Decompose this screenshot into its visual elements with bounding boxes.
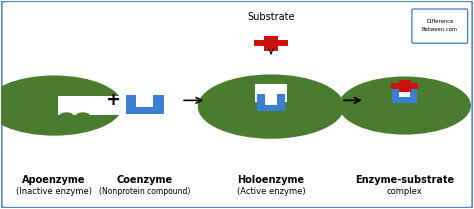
Bar: [153, 95, 164, 114]
Circle shape: [0, 75, 123, 136]
Bar: [392, 97, 417, 103]
Text: Holoenzyme: Holoenzyme: [237, 175, 305, 185]
Bar: [137, 94, 154, 107]
Bar: [264, 36, 278, 51]
Bar: [255, 40, 288, 46]
Bar: [57, 96, 128, 115]
Bar: [126, 103, 164, 114]
Bar: [265, 93, 277, 104]
Bar: [391, 83, 419, 89]
Bar: [276, 94, 285, 111]
Text: Coenzyme: Coenzyme: [117, 175, 173, 185]
Text: +: +: [105, 91, 120, 109]
Bar: [255, 84, 287, 102]
Bar: [126, 95, 137, 114]
Text: complex: complex: [387, 187, 423, 196]
Text: (Nonprotein compound): (Nonprotein compound): [99, 187, 191, 196]
Bar: [410, 89, 417, 103]
Text: Enzyme-substrate: Enzyme-substrate: [355, 175, 455, 185]
Text: Apoenzyme: Apoenzyme: [22, 175, 86, 185]
Bar: [257, 94, 265, 111]
Bar: [257, 102, 285, 111]
Circle shape: [198, 74, 344, 139]
Circle shape: [338, 76, 471, 135]
Text: (Inactive enzyme): (Inactive enzyme): [16, 187, 92, 196]
Bar: [400, 88, 410, 97]
Bar: [392, 89, 400, 103]
Circle shape: [60, 112, 73, 118]
Text: Substrate: Substrate: [247, 12, 295, 22]
Circle shape: [76, 112, 90, 118]
Bar: [399, 80, 411, 92]
Text: Difference: Difference: [426, 19, 454, 24]
FancyBboxPatch shape: [412, 9, 468, 43]
Text: Between.com: Between.com: [422, 27, 458, 32]
Text: (Active enzyme): (Active enzyme): [237, 187, 305, 196]
